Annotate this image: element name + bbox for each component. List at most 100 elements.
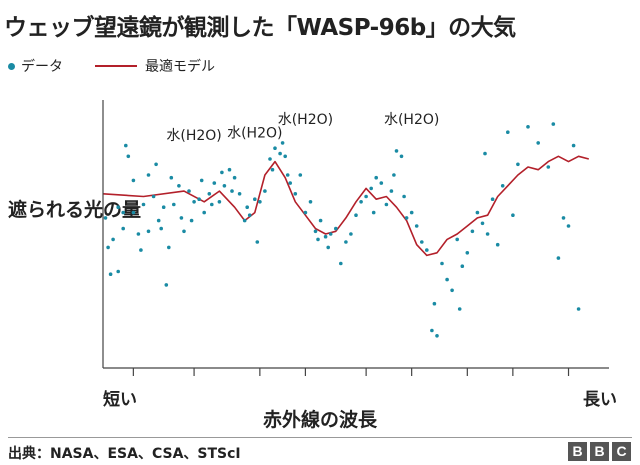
- data-point: [318, 218, 323, 223]
- data-point: [169, 175, 174, 180]
- data-point: [202, 210, 206, 215]
- data-point: [207, 192, 212, 196]
- legend: データ 最適モデル: [8, 56, 215, 76]
- data-point: [210, 202, 214, 207]
- legend-data-marker: [8, 62, 15, 70]
- data-point: [516, 162, 520, 167]
- data-point: [389, 189, 394, 193]
- data-point: [420, 240, 424, 244]
- data-point: [167, 245, 171, 250]
- data-point: [440, 261, 444, 266]
- x-axis-end-label: 長い: [583, 390, 617, 410]
- data-point: [399, 154, 404, 159]
- chart-title: ウェッブ望遠鏡が観測した「WASP-96b」の大気: [4, 15, 516, 41]
- data-point: [334, 226, 338, 231]
- data-point: [161, 205, 166, 209]
- data-point: [392, 173, 396, 177]
- annotation-water: 水(H2O): [166, 128, 221, 144]
- data-point: [511, 213, 515, 217]
- data-point: [571, 143, 576, 148]
- data-point: [131, 210, 136, 215]
- data-point: [323, 234, 328, 239]
- data-point: [328, 232, 333, 236]
- data-point: [146, 229, 151, 234]
- data-point: [108, 272, 113, 277]
- data-point: [222, 184, 227, 188]
- bbc-logo-letter: B: [568, 442, 587, 461]
- data-point: [247, 213, 252, 217]
- data-point: [141, 202, 146, 207]
- annotation-water: 水(H2O): [384, 112, 439, 128]
- axes: [102, 100, 609, 376]
- data-point: [220, 170, 224, 175]
- data-point: [432, 301, 437, 306]
- footer-divider: [8, 437, 632, 438]
- data-point: [298, 173, 303, 177]
- data-point: [253, 197, 257, 201]
- data-point: [187, 189, 191, 193]
- x-axis-label: 赤外線の波長: [262, 409, 377, 431]
- data-point: [177, 184, 181, 188]
- data-point: [255, 240, 260, 244]
- bbc-logo-letter: C: [612, 442, 631, 461]
- legend-data-label: データ: [21, 59, 63, 75]
- data-point: [197, 197, 201, 201]
- data-point: [232, 175, 237, 180]
- data-point: [485, 232, 490, 236]
- data-point: [404, 216, 409, 220]
- data-point: [483, 151, 487, 156]
- data-point: [121, 226, 125, 231]
- data-point: [475, 210, 480, 215]
- data-point: [435, 334, 439, 338]
- data-point: [121, 210, 125, 215]
- data-point: [364, 194, 368, 199]
- data-point: [212, 181, 217, 185]
- data-point: [490, 197, 495, 201]
- annotation-water: 水(H2O): [227, 126, 282, 142]
- data-point: [359, 200, 363, 204]
- data-point: [379, 181, 384, 185]
- annotation-water: 水(H2O): [278, 112, 333, 128]
- bbc-logo-letter: B: [590, 442, 609, 461]
- data-point: [344, 240, 348, 244]
- data-point: [146, 173, 151, 177]
- data-point: [316, 237, 320, 242]
- data-point: [124, 143, 128, 148]
- data-point: [546, 165, 551, 169]
- x-axis-start-label: 短い: [103, 390, 137, 410]
- legend-model-line: [95, 65, 137, 67]
- data-point: [500, 184, 505, 188]
- data-point: [369, 186, 374, 191]
- data-point: [156, 218, 161, 223]
- data-point: [293, 192, 298, 196]
- data-point: [536, 141, 540, 145]
- data-point: [374, 175, 379, 180]
- data-points: [103, 122, 581, 338]
- data-point: [136, 232, 141, 236]
- data-point: [303, 210, 308, 215]
- data-point: [551, 122, 556, 126]
- data-point: [192, 200, 196, 204]
- data-point: [394, 149, 399, 153]
- data-point: [283, 154, 288, 159]
- data-point: [126, 154, 131, 159]
- data-point: [258, 200, 262, 204]
- data-point: [414, 224, 419, 228]
- data-point: [237, 192, 242, 196]
- data-point: [354, 213, 358, 217]
- data-point: [566, 224, 571, 228]
- data-point: [561, 216, 566, 220]
- data-point: [425, 248, 429, 252]
- data-point: [111, 237, 115, 242]
- data-point: [409, 210, 414, 215]
- data-point: [131, 178, 136, 183]
- data-point: [159, 226, 163, 231]
- data-point: [313, 229, 318, 234]
- data-point: [280, 141, 285, 145]
- data-point: [151, 194, 156, 199]
- data-point: [445, 277, 449, 282]
- data-point: [172, 202, 176, 207]
- data-point: [326, 245, 331, 250]
- data-point: [470, 229, 475, 234]
